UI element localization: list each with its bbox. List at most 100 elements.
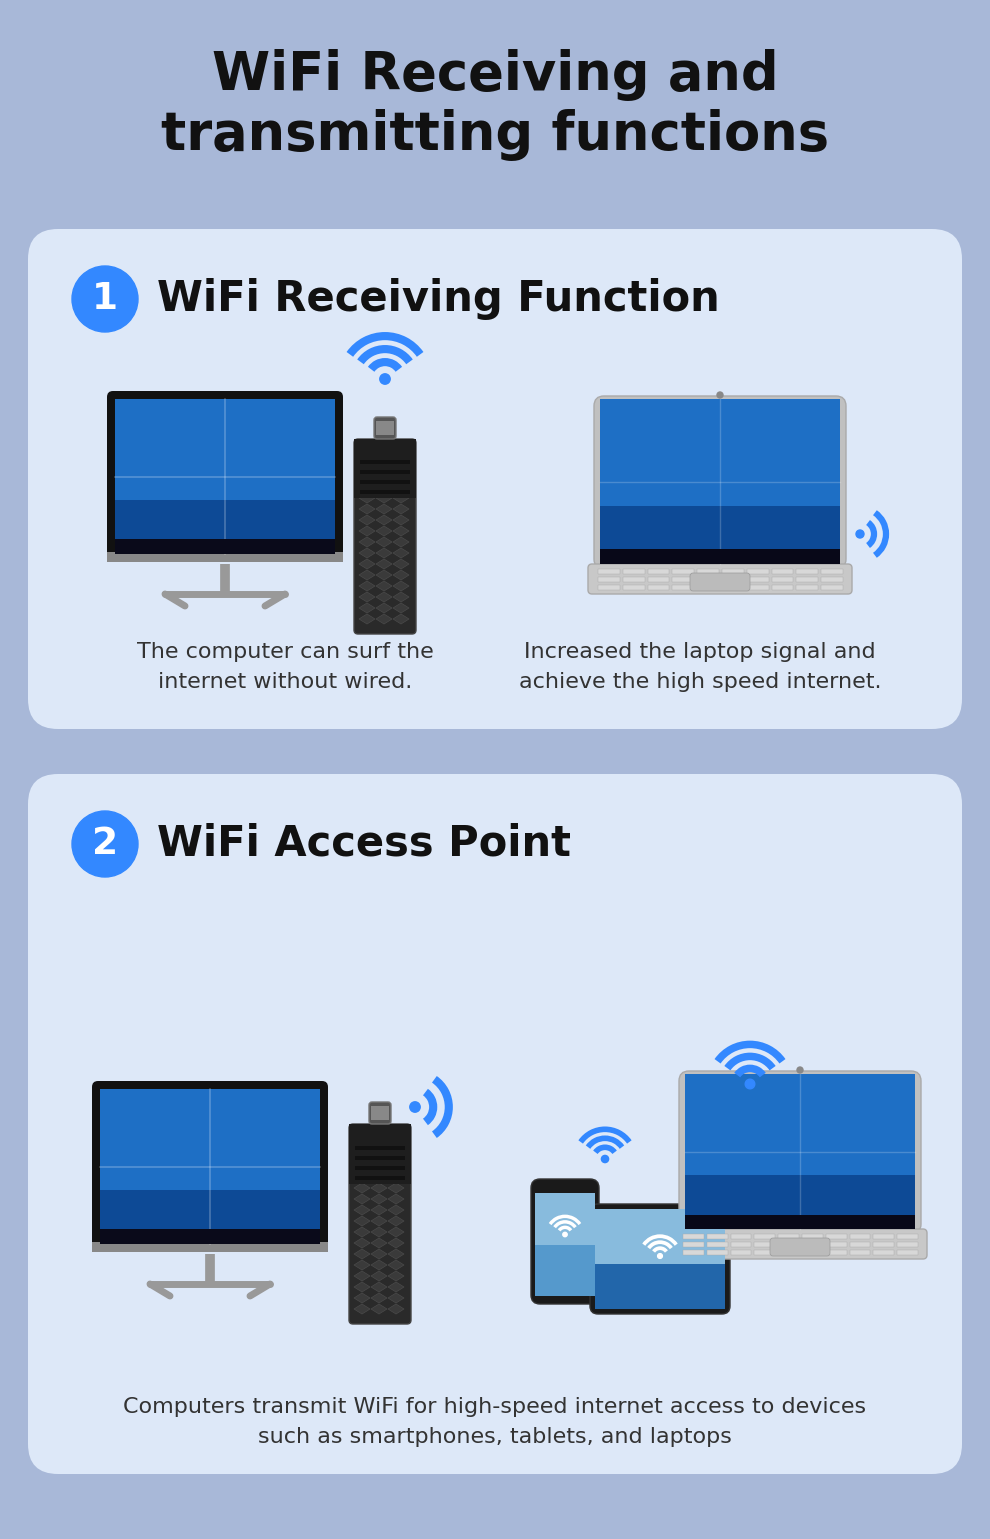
FancyBboxPatch shape xyxy=(731,1250,751,1254)
Polygon shape xyxy=(376,603,392,613)
Polygon shape xyxy=(371,1282,387,1293)
Polygon shape xyxy=(359,471,375,482)
FancyBboxPatch shape xyxy=(354,439,416,497)
Polygon shape xyxy=(359,548,375,559)
Polygon shape xyxy=(354,1183,370,1193)
FancyBboxPatch shape xyxy=(672,569,694,574)
Polygon shape xyxy=(393,569,409,580)
FancyBboxPatch shape xyxy=(535,1193,595,1245)
Polygon shape xyxy=(359,537,375,546)
FancyBboxPatch shape xyxy=(873,1250,894,1254)
FancyBboxPatch shape xyxy=(107,553,343,562)
FancyBboxPatch shape xyxy=(376,422,394,436)
FancyBboxPatch shape xyxy=(647,569,669,574)
FancyBboxPatch shape xyxy=(595,1264,725,1310)
Text: WiFi Access Point: WiFi Access Point xyxy=(157,823,571,865)
Polygon shape xyxy=(376,537,392,546)
FancyBboxPatch shape xyxy=(821,569,843,574)
FancyBboxPatch shape xyxy=(647,577,669,582)
FancyBboxPatch shape xyxy=(683,1242,704,1247)
FancyBboxPatch shape xyxy=(531,1179,599,1304)
Polygon shape xyxy=(393,603,409,613)
Polygon shape xyxy=(388,1216,404,1227)
Polygon shape xyxy=(388,1237,404,1248)
Polygon shape xyxy=(393,548,409,559)
FancyBboxPatch shape xyxy=(355,1176,405,1180)
FancyBboxPatch shape xyxy=(722,585,743,589)
FancyBboxPatch shape xyxy=(796,577,818,582)
Polygon shape xyxy=(388,1227,404,1237)
FancyBboxPatch shape xyxy=(360,480,410,483)
FancyBboxPatch shape xyxy=(771,569,793,574)
FancyBboxPatch shape xyxy=(535,1245,595,1296)
Polygon shape xyxy=(354,1293,370,1304)
FancyBboxPatch shape xyxy=(849,1234,870,1239)
FancyBboxPatch shape xyxy=(754,1234,775,1239)
FancyBboxPatch shape xyxy=(349,1123,411,1183)
FancyBboxPatch shape xyxy=(92,1242,328,1253)
Polygon shape xyxy=(388,1194,404,1203)
Polygon shape xyxy=(376,526,392,536)
FancyBboxPatch shape xyxy=(826,1242,846,1247)
FancyBboxPatch shape xyxy=(360,489,410,494)
FancyBboxPatch shape xyxy=(731,1234,751,1239)
Polygon shape xyxy=(376,492,392,503)
FancyBboxPatch shape xyxy=(685,1216,915,1230)
FancyBboxPatch shape xyxy=(746,569,768,574)
Polygon shape xyxy=(354,1205,370,1214)
FancyBboxPatch shape xyxy=(600,506,840,563)
FancyBboxPatch shape xyxy=(369,1102,391,1123)
FancyBboxPatch shape xyxy=(873,1242,894,1247)
Polygon shape xyxy=(354,1173,370,1182)
Polygon shape xyxy=(393,559,409,569)
FancyBboxPatch shape xyxy=(746,577,768,582)
Circle shape xyxy=(797,1067,803,1073)
FancyBboxPatch shape xyxy=(821,585,843,589)
Circle shape xyxy=(601,1156,609,1162)
Polygon shape xyxy=(359,482,375,492)
Polygon shape xyxy=(388,1150,404,1160)
Polygon shape xyxy=(359,503,375,514)
FancyBboxPatch shape xyxy=(826,1250,846,1254)
FancyBboxPatch shape xyxy=(600,549,840,563)
Polygon shape xyxy=(393,503,409,514)
Polygon shape xyxy=(371,1237,387,1248)
FancyBboxPatch shape xyxy=(679,1071,921,1234)
Polygon shape xyxy=(393,492,409,503)
FancyBboxPatch shape xyxy=(821,577,843,582)
Polygon shape xyxy=(359,460,375,469)
Text: WiFi Receiving and: WiFi Receiving and xyxy=(212,49,778,102)
Polygon shape xyxy=(354,1250,370,1259)
Polygon shape xyxy=(371,1250,387,1259)
FancyBboxPatch shape xyxy=(796,585,818,589)
Polygon shape xyxy=(354,1227,370,1237)
Polygon shape xyxy=(376,593,392,602)
Polygon shape xyxy=(371,1216,387,1227)
FancyBboxPatch shape xyxy=(600,399,840,506)
Polygon shape xyxy=(354,1216,370,1227)
FancyBboxPatch shape xyxy=(802,1234,823,1239)
FancyBboxPatch shape xyxy=(697,577,719,582)
FancyBboxPatch shape xyxy=(697,569,719,574)
FancyBboxPatch shape xyxy=(598,577,620,582)
FancyBboxPatch shape xyxy=(771,585,793,589)
Polygon shape xyxy=(376,614,392,623)
FancyBboxPatch shape xyxy=(897,1242,918,1247)
Polygon shape xyxy=(388,1271,404,1280)
FancyBboxPatch shape xyxy=(115,500,335,554)
Polygon shape xyxy=(388,1205,404,1214)
Polygon shape xyxy=(371,1304,387,1314)
Polygon shape xyxy=(393,537,409,546)
Polygon shape xyxy=(359,593,375,602)
FancyBboxPatch shape xyxy=(107,391,343,562)
Polygon shape xyxy=(388,1160,404,1171)
Polygon shape xyxy=(354,1271,370,1280)
FancyBboxPatch shape xyxy=(594,396,846,569)
Polygon shape xyxy=(376,471,392,482)
FancyBboxPatch shape xyxy=(690,573,750,591)
Polygon shape xyxy=(388,1282,404,1293)
FancyBboxPatch shape xyxy=(28,229,962,729)
FancyBboxPatch shape xyxy=(685,1174,915,1230)
Polygon shape xyxy=(371,1260,387,1270)
FancyBboxPatch shape xyxy=(849,1250,870,1254)
